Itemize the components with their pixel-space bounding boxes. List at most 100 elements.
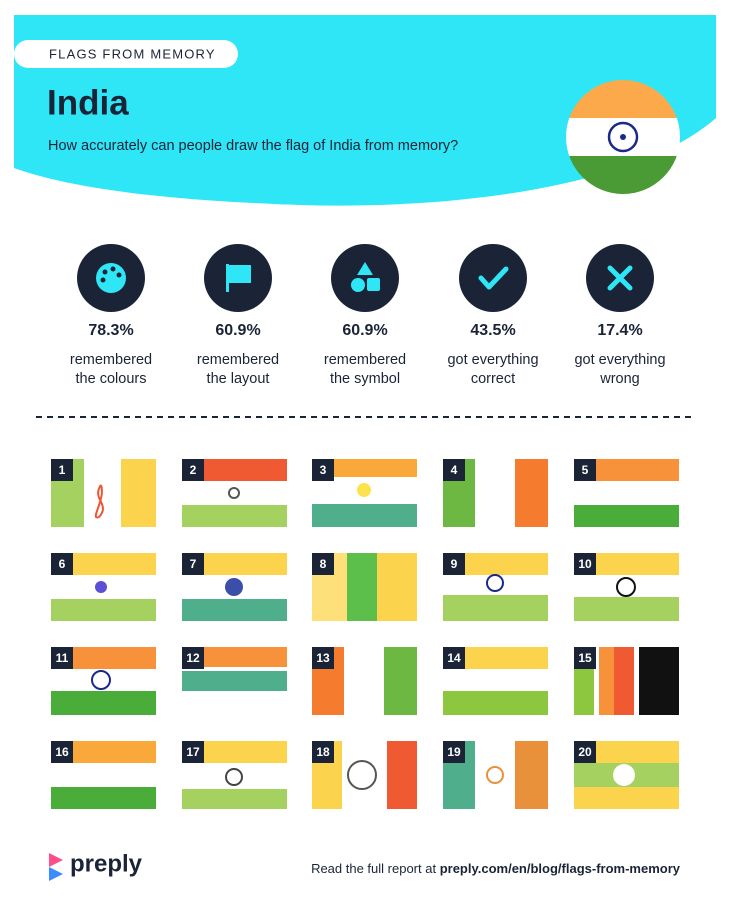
icon [367, 278, 380, 291]
flag-drawing: 14 [443, 647, 548, 715]
flag-stripe [182, 789, 287, 809]
number-badge [312, 741, 334, 763]
footer-intro: Read the full report at [311, 861, 440, 876]
flag-drawing: 13 [312, 647, 417, 715]
flag-stripe [182, 599, 287, 621]
logo: preply [49, 850, 143, 881]
flag-stripe [443, 647, 548, 669]
header-label: FLAGS FROM MEMORY [49, 46, 216, 61]
flag-symbol [616, 577, 636, 597]
header-pill [14, 40, 238, 68]
header-title: India [47, 83, 129, 122]
flag-stripe [574, 553, 679, 575]
flag-stripe [182, 647, 287, 667]
drawing-number: 16 [55, 745, 69, 759]
flag-stripe [574, 597, 679, 621]
flag-stripe [443, 691, 548, 715]
footer-link[interactable]: preply.com/en/blog/flags-from-memory [440, 861, 681, 876]
icon [607, 265, 633, 291]
number-badge [443, 741, 465, 763]
flag-stripe [347, 553, 377, 621]
logo-text: preply [70, 850, 143, 877]
flag-stripe [614, 647, 634, 715]
flag-stripe [121, 459, 156, 527]
number-badge [182, 553, 204, 575]
drawing-number: 12 [186, 651, 200, 665]
flag-symbol [486, 766, 504, 784]
stat-label: remembered [197, 352, 279, 368]
stats: 78.3% remembered the colours 60.9% remembere… [70, 244, 666, 387]
drawing-number: 14 [447, 651, 461, 665]
flag-stripe [51, 691, 156, 715]
drawing-number: 17 [186, 745, 200, 759]
icon [357, 262, 373, 275]
flag-drawing: 15 [574, 647, 679, 715]
flag-stripe [182, 553, 287, 575]
stat-label: the symbol [330, 371, 400, 387]
flag-stripe [377, 553, 417, 621]
flag-stripe [599, 647, 614, 715]
drawing-number: 18 [316, 745, 330, 759]
flag-drawing: 16 [51, 741, 156, 809]
flag-stripe [51, 599, 156, 621]
stat-label: got everything [574, 352, 665, 368]
stat-label: wrong [599, 371, 640, 387]
stat-label: correct [471, 371, 515, 387]
flag-stripe [443, 595, 548, 621]
stat-value: 43.5% [470, 322, 515, 339]
flag-symbol [228, 487, 240, 499]
number-badge [51, 553, 73, 575]
number-badge [574, 459, 596, 481]
flag-drawing: 11 [51, 647, 156, 715]
flag-stripe [574, 505, 679, 527]
stat-label: remembered [324, 352, 406, 368]
flag-stripe [574, 459, 679, 481]
drawing-number: 2 [190, 463, 197, 477]
footer-text: Read the full report at preply.com/en/bl… [311, 861, 681, 876]
flag-symbol [486, 574, 504, 592]
stat-value: 60.9% [342, 322, 387, 339]
flag-stripe [182, 505, 287, 527]
drawing-number: 11 [56, 651, 69, 665]
flag-symbol [94, 484, 104, 519]
number-badge [312, 553, 334, 575]
number-badge [51, 459, 73, 481]
flag-stripe [51, 741, 156, 763]
stat-value: 78.3% [88, 322, 133, 339]
flag-symbol [347, 760, 377, 790]
icon [110, 266, 116, 272]
flag-drawing: 12 [182, 647, 287, 691]
number-badge [51, 647, 73, 669]
flag-drawing: 7 [182, 553, 287, 621]
stat-icon-bg [331, 244, 399, 312]
flag-stripe [182, 741, 287, 763]
drawing-number: 7 [190, 557, 197, 571]
flag-symbol [91, 670, 111, 690]
flag-stripe [312, 504, 417, 527]
stat-label: the colours [76, 371, 147, 387]
number-badge [182, 647, 204, 669]
number-badge [574, 647, 596, 669]
flag-stripe [384, 647, 417, 715]
drawing-number: 9 [451, 557, 458, 571]
number-badge [182, 741, 204, 763]
flag-drawing: 19 [443, 741, 548, 809]
number-badge [182, 459, 204, 481]
flag-stripe [443, 553, 548, 575]
flag-symbol [613, 764, 635, 786]
stat-value: 60.9% [215, 322, 260, 339]
header-subtitle: How accurately can people draw the flag … [48, 138, 458, 154]
number-badge [443, 647, 465, 669]
icon [478, 266, 509, 290]
drawing-number: 20 [578, 745, 592, 759]
icon [100, 277, 106, 283]
drawing-number: 19 [447, 745, 461, 759]
stat-value: 17.4% [597, 322, 642, 339]
flag-drawing: 5 [574, 459, 679, 527]
icon [102, 269, 108, 275]
flag-drawing: 10 [574, 553, 679, 621]
flag-symbol [225, 578, 243, 596]
drawing-number: 4 [451, 463, 458, 477]
flag-symbol [357, 483, 371, 497]
